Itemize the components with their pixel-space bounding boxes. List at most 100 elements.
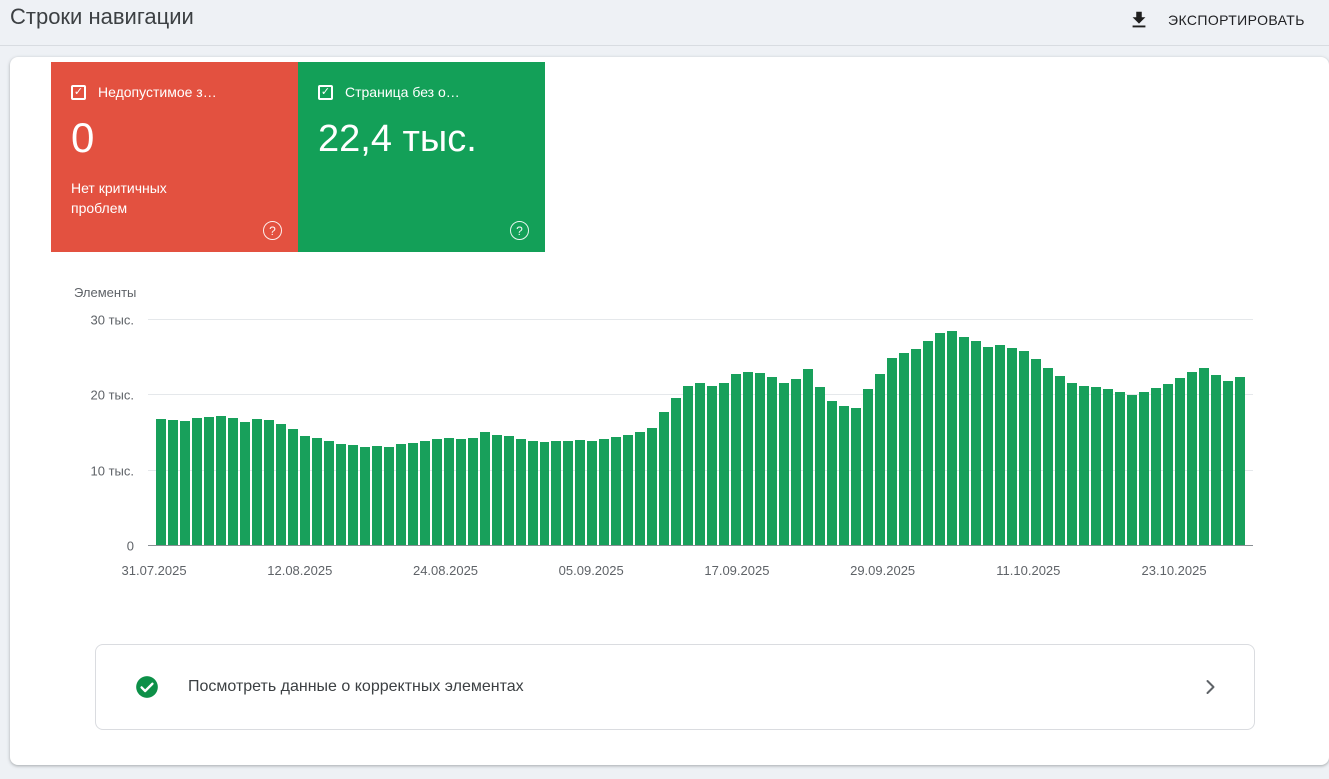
valid-checkbox-checked[interactable] xyxy=(318,84,333,100)
chart-bar[interactable] xyxy=(407,442,418,545)
chart-bar[interactable] xyxy=(839,405,850,545)
chart-bar[interactable] xyxy=(755,372,766,545)
chart-bar[interactable] xyxy=(503,436,514,545)
chart-bar[interactable] xyxy=(707,386,718,545)
view-valid-items-button[interactable]: Посмотреть данные о корректных элементах xyxy=(95,644,1255,730)
chart-bar[interactable] xyxy=(539,442,550,545)
chart-bar[interactable] xyxy=(958,336,969,545)
chart-bar[interactable] xyxy=(1174,378,1185,545)
export-button[interactable]: ЭКСПОРТИРОВАТЬ xyxy=(1128,0,1305,40)
chart-bar[interactable] xyxy=(1198,367,1209,545)
chart-bar[interactable] xyxy=(1054,375,1065,545)
chart-bar[interactable] xyxy=(359,446,370,545)
chart-bar[interactable] xyxy=(599,439,610,545)
chart-bar[interactable] xyxy=(1114,392,1125,545)
chart-bar[interactable] xyxy=(647,427,658,545)
chart-bar[interactable] xyxy=(1162,384,1173,545)
chart-bar[interactable] xyxy=(659,411,670,545)
chart-bar[interactable] xyxy=(491,434,502,545)
chart-bar[interactable] xyxy=(467,437,478,545)
chart-bar[interactable] xyxy=(779,383,790,545)
chart-bar[interactable] xyxy=(1018,351,1029,545)
chart-bar[interactable] xyxy=(551,440,562,545)
chart-bar[interactable] xyxy=(611,436,622,545)
chart-bar[interactable] xyxy=(1186,372,1197,545)
chart-bar[interactable] xyxy=(527,441,538,545)
chart-bar[interactable] xyxy=(635,432,646,545)
help-icon[interactable] xyxy=(510,221,529,240)
chart-bar[interactable] xyxy=(419,440,430,545)
chart-bar[interactable] xyxy=(970,340,981,545)
chart-bar[interactable] xyxy=(335,443,346,545)
chart-bar[interactable] xyxy=(347,445,358,545)
chart-bar[interactable] xyxy=(1066,382,1077,545)
chart-bar[interactable] xyxy=(695,382,706,545)
chart-bar[interactable] xyxy=(203,417,214,545)
chart-bar[interactable] xyxy=(191,417,202,545)
chart-bar[interactable] xyxy=(934,333,945,545)
help-icon[interactable] xyxy=(263,221,282,240)
chart-bar[interactable] xyxy=(1042,368,1053,545)
chart-bar[interactable] xyxy=(1030,358,1041,545)
chart-bar[interactable] xyxy=(946,330,957,545)
chart-bar[interactable] xyxy=(287,429,298,545)
chart-bar[interactable] xyxy=(767,376,778,545)
chart-bar[interactable] xyxy=(1006,348,1017,545)
chart-bar[interactable] xyxy=(1078,385,1089,545)
chart-bar[interactable] xyxy=(994,345,1005,545)
chart-bar[interactable] xyxy=(911,348,921,545)
chart-bar[interactable] xyxy=(899,353,910,545)
chart-bar[interactable] xyxy=(683,385,694,545)
chart-bar[interactable] xyxy=(1210,375,1221,545)
chart-bar[interactable] xyxy=(1126,395,1137,545)
valid-card[interactable]: Страница без о… 22,4 тыс. xyxy=(298,62,545,252)
chart-bar[interactable] xyxy=(263,420,274,545)
chart-bar[interactable] xyxy=(251,418,262,545)
chart-bar[interactable] xyxy=(887,357,898,545)
chart-bar[interactable] xyxy=(383,447,394,545)
chart-bar[interactable] xyxy=(299,436,310,545)
chart-bar[interactable] xyxy=(1090,387,1101,545)
chart-bar[interactable] xyxy=(827,400,838,545)
chart-bar[interactable] xyxy=(982,347,993,545)
chart-bar[interactable] xyxy=(803,369,814,545)
chart-bar[interactable] xyxy=(275,424,286,545)
chart-bar[interactable] xyxy=(479,432,490,545)
error-checkbox-checked[interactable] xyxy=(71,84,86,100)
chart-bar[interactable] xyxy=(455,439,466,545)
chart-bar[interactable] xyxy=(1222,381,1233,545)
chart-bar[interactable] xyxy=(395,444,406,545)
chart-bar[interactable] xyxy=(923,340,933,545)
chart-bar[interactable] xyxy=(156,418,166,545)
error-card[interactable]: Недопустимое з… 0 Нет критичных проблем xyxy=(51,62,298,252)
chart-bar[interactable] xyxy=(515,439,526,545)
x-axis-tick-label: 24.08.2025 xyxy=(412,563,479,578)
chart-bar[interactable] xyxy=(575,439,586,545)
chart-bar[interactable] xyxy=(371,445,382,545)
chart-bar[interactable] xyxy=(719,382,730,545)
chart-bar[interactable] xyxy=(563,441,574,545)
chart-bar[interactable] xyxy=(1234,376,1245,545)
chart-bar[interactable] xyxy=(431,439,442,545)
chart-bar[interactable] xyxy=(323,441,334,545)
chart-bar[interactable] xyxy=(587,440,598,545)
chart-bar[interactable] xyxy=(239,421,250,545)
chart-bar[interactable] xyxy=(179,420,190,545)
chart-bar[interactable] xyxy=(1150,387,1161,545)
chart-bar[interactable] xyxy=(623,434,634,545)
chart-bar[interactable] xyxy=(311,438,322,545)
chart-bar[interactable] xyxy=(443,438,454,545)
chart-bar[interactable] xyxy=(167,420,178,545)
chart-bar[interactable] xyxy=(1102,389,1113,545)
chart-bar[interactable] xyxy=(743,372,754,545)
chart-bar[interactable] xyxy=(227,417,238,545)
chart-bar[interactable] xyxy=(215,415,226,545)
chart-bar[interactable] xyxy=(875,374,886,545)
chart-bar[interactable] xyxy=(851,408,862,545)
chart-bar[interactable] xyxy=(671,397,682,545)
chart-bar[interactable] xyxy=(815,387,826,545)
chart-bar[interactable] xyxy=(1138,392,1149,545)
chart-bar[interactable] xyxy=(791,378,802,545)
chart-bar[interactable] xyxy=(731,373,742,545)
chart-bar[interactable] xyxy=(863,389,874,545)
